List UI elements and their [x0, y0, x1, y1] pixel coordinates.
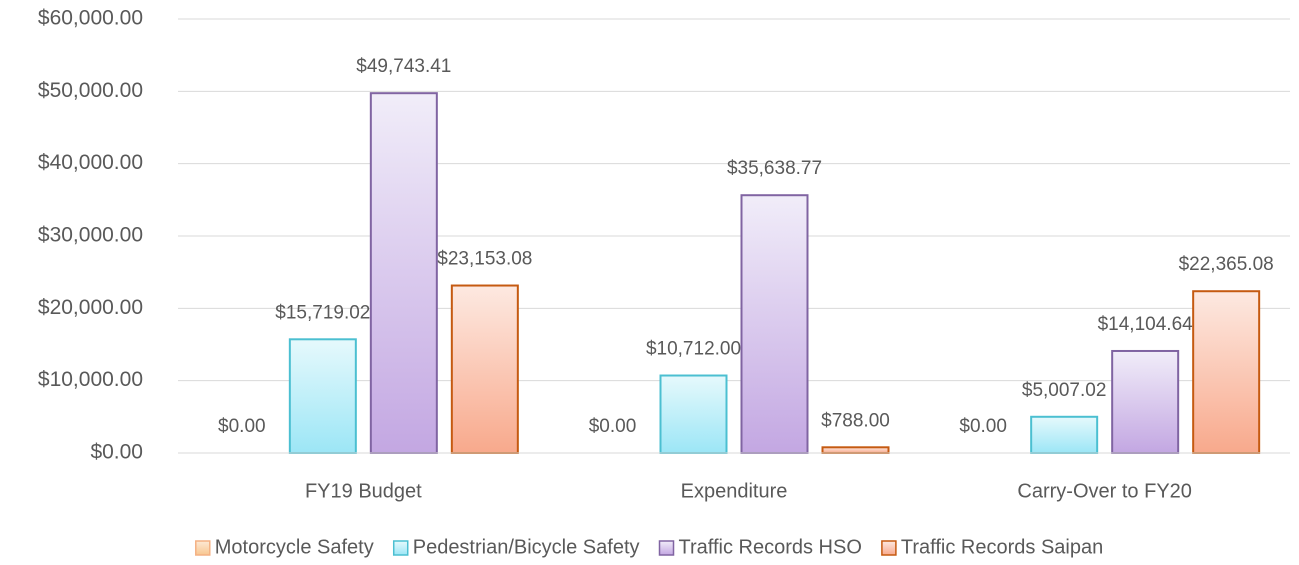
data-label: $23,153.08 [437, 249, 532, 270]
y-tick-label: $60,000.00 [38, 7, 143, 30]
legend-label: Pedestrian/Bicycle Safety [413, 536, 640, 558]
data-label: $5,007.02 [1022, 380, 1107, 401]
legend-swatch [392, 540, 409, 556]
legend-swatch [881, 540, 897, 556]
data-label: $15,719.02 [275, 302, 370, 323]
y-tick-label: $10,000.00 [38, 368, 143, 391]
bar [659, 374, 728, 455]
bar [1111, 349, 1180, 454]
bar [288, 338, 357, 455]
data-label: $14,104.64 [1098, 314, 1194, 335]
data-label: $0.00 [589, 416, 637, 437]
y-tick-label: $20,000.00 [38, 296, 143, 319]
legend-label: Traffic Records HSO [679, 536, 862, 558]
data-label: $10,712.00 [646, 339, 741, 360]
y-tick-label: $40,000.00 [38, 151, 143, 174]
data-label: $49,743.41 [356, 56, 451, 77]
bar [821, 446, 890, 455]
legend: Motorcycle Safety Pedestrian/Bicycle Safe… [195, 536, 1103, 558]
data-label: $35,638.77 [727, 158, 822, 179]
legend-label: Traffic Records Saipan [901, 536, 1103, 558]
x-tick-label: Carry-Over to FY20 [1017, 480, 1191, 502]
legend-swatch [658, 540, 675, 556]
y-tick-label: $0.00 [90, 441, 143, 464]
legend-swatch [195, 540, 211, 556]
y-tick-label: $30,000.00 [38, 224, 143, 247]
bar [1192, 290, 1261, 454]
data-label: $0.00 [218, 416, 266, 437]
legend-label: Motorcycle Safety [215, 536, 374, 558]
bar [740, 194, 809, 454]
data-label: $788.00 [821, 410, 890, 431]
x-tick-label: FY19 Budget [305, 480, 422, 502]
x-tick-label: Expenditure [681, 480, 788, 502]
bar [450, 284, 519, 454]
data-label: $22,365.08 [1179, 254, 1274, 275]
bar [369, 92, 438, 454]
bar [1030, 415, 1099, 455]
y-tick-label: $50,000.00 [38, 79, 143, 102]
data-label: $0.00 [959, 416, 1007, 437]
